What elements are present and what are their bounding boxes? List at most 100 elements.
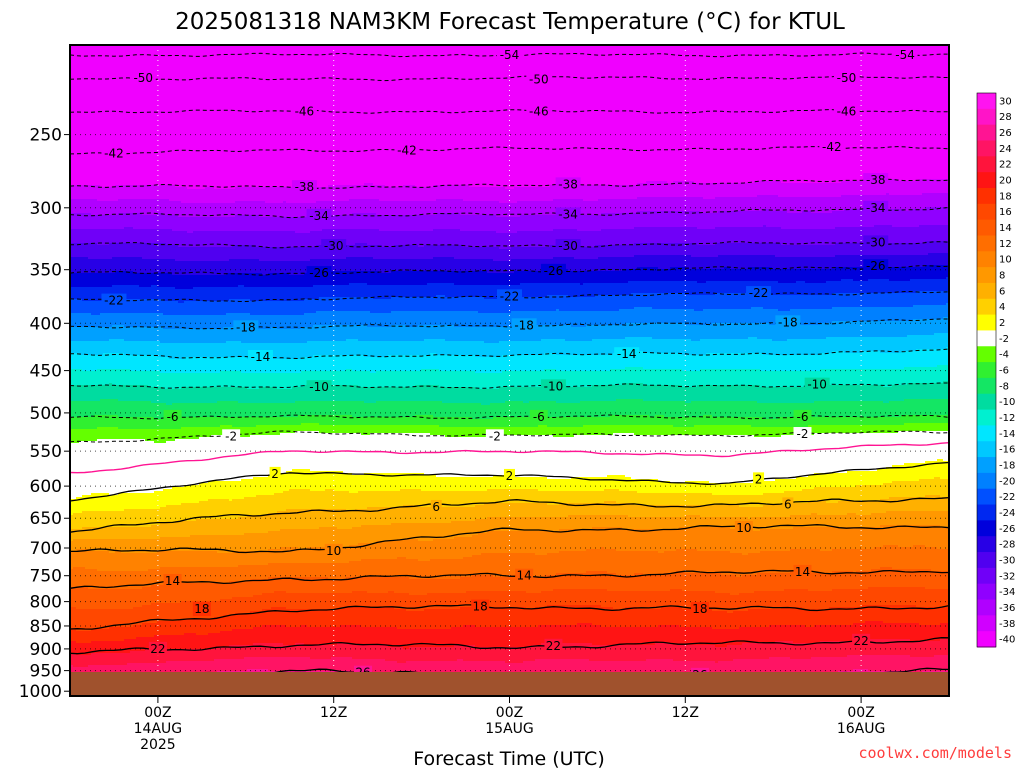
temperature-band [91,401,95,418]
temperature-band [316,491,320,510]
temperature-band [454,355,458,372]
temperature-band [460,297,464,312]
temperature-band [250,201,254,216]
temperature-band [310,593,314,610]
temperature-band [289,627,293,646]
temperature-band [256,657,260,670]
temperature-band [295,373,299,388]
temperature-band [109,527,113,540]
temperature-band [355,325,359,340]
temperature-band [349,339,353,356]
temperature-band [157,357,161,372]
temperature-band [157,525,161,540]
temperature-band [283,45,287,188]
temperature-band [409,539,413,560]
temperature-band [415,371,419,386]
temperature-band [460,185,464,200]
temperature-band [274,247,278,262]
temperature-band [76,45,80,186]
temperature-band [214,329,218,344]
temperature-band [355,199,359,214]
temperature-band [259,359,263,374]
temperature-band [157,313,161,328]
temperature-band [127,509,131,528]
temperature-band [88,429,92,442]
temperature-band [142,651,146,664]
temperature-band [427,579,431,594]
temperature-band [160,567,164,586]
temperature-band [184,343,188,358]
temperature-band [166,273,170,288]
temperature-band [70,401,74,418]
temperature-band [391,201,395,216]
temperature-band [424,401,428,416]
temperature-band [91,569,95,590]
temperature-band [469,311,473,328]
temperature-band [226,341,230,358]
temperature-band [259,217,263,232]
temperature-band [430,475,434,492]
temperature-band [361,607,365,628]
temperature-band [268,387,272,404]
temperature-band [472,201,476,216]
temperature-band [268,643,272,658]
temperature-band [274,287,278,302]
temperature-band [283,231,287,248]
temperature-band [370,525,374,544]
temperature-band [367,507,371,526]
temperature-band [382,387,386,402]
temperature-band [394,259,398,272]
temperature-band [265,45,269,188]
temperature-band [385,593,389,608]
temperature-band [259,533,263,552]
temperature-band [256,287,260,302]
temperature-band [460,477,464,492]
temperature-band [424,201,428,216]
temperature-band [310,247,314,260]
temperature-band [448,185,452,200]
temperature-band [250,579,254,598]
temperature-band [346,355,350,370]
temperature-band [451,185,455,200]
temperature-band [241,417,245,428]
temperature-band [247,551,251,566]
temperature-band [406,523,410,540]
temperature-band [313,471,317,492]
temperature-band [367,245,371,258]
temperature-band [154,403,158,420]
temperature-band [463,645,467,662]
temperature-band [250,187,254,202]
temperature-band [394,45,398,188]
temperature-band [280,607,284,626]
temperature-band [127,571,131,590]
temperature-band [181,343,185,360]
temperature-band [184,315,188,330]
temperature-band [238,517,242,536]
temperature-band [211,287,215,302]
temperature-band [253,611,257,628]
temperature-band [415,647,419,662]
temperature-band [103,45,107,188]
temperature-band [445,427,449,438]
temperature-band [427,45,431,188]
temperature-band [91,653,95,666]
temperature-band [415,611,419,630]
temperature-band [169,273,173,288]
temperature-band [367,183,371,200]
temperature-band [256,595,260,612]
temperature-band [352,385,356,402]
temperature-band [265,579,269,594]
temperature-band [94,527,98,540]
temperature-band [391,661,395,676]
temperature-band [106,439,110,494]
temperature-band [172,661,176,674]
temperature-band [382,577,386,594]
temperature-band [244,287,248,300]
temperature-band [463,201,467,216]
temperature-band [391,417,395,426]
temperature-band [439,355,443,372]
temperature-band [172,649,176,662]
temperature-band [280,359,284,374]
temperature-band [94,287,98,302]
temperature-band [310,609,314,628]
